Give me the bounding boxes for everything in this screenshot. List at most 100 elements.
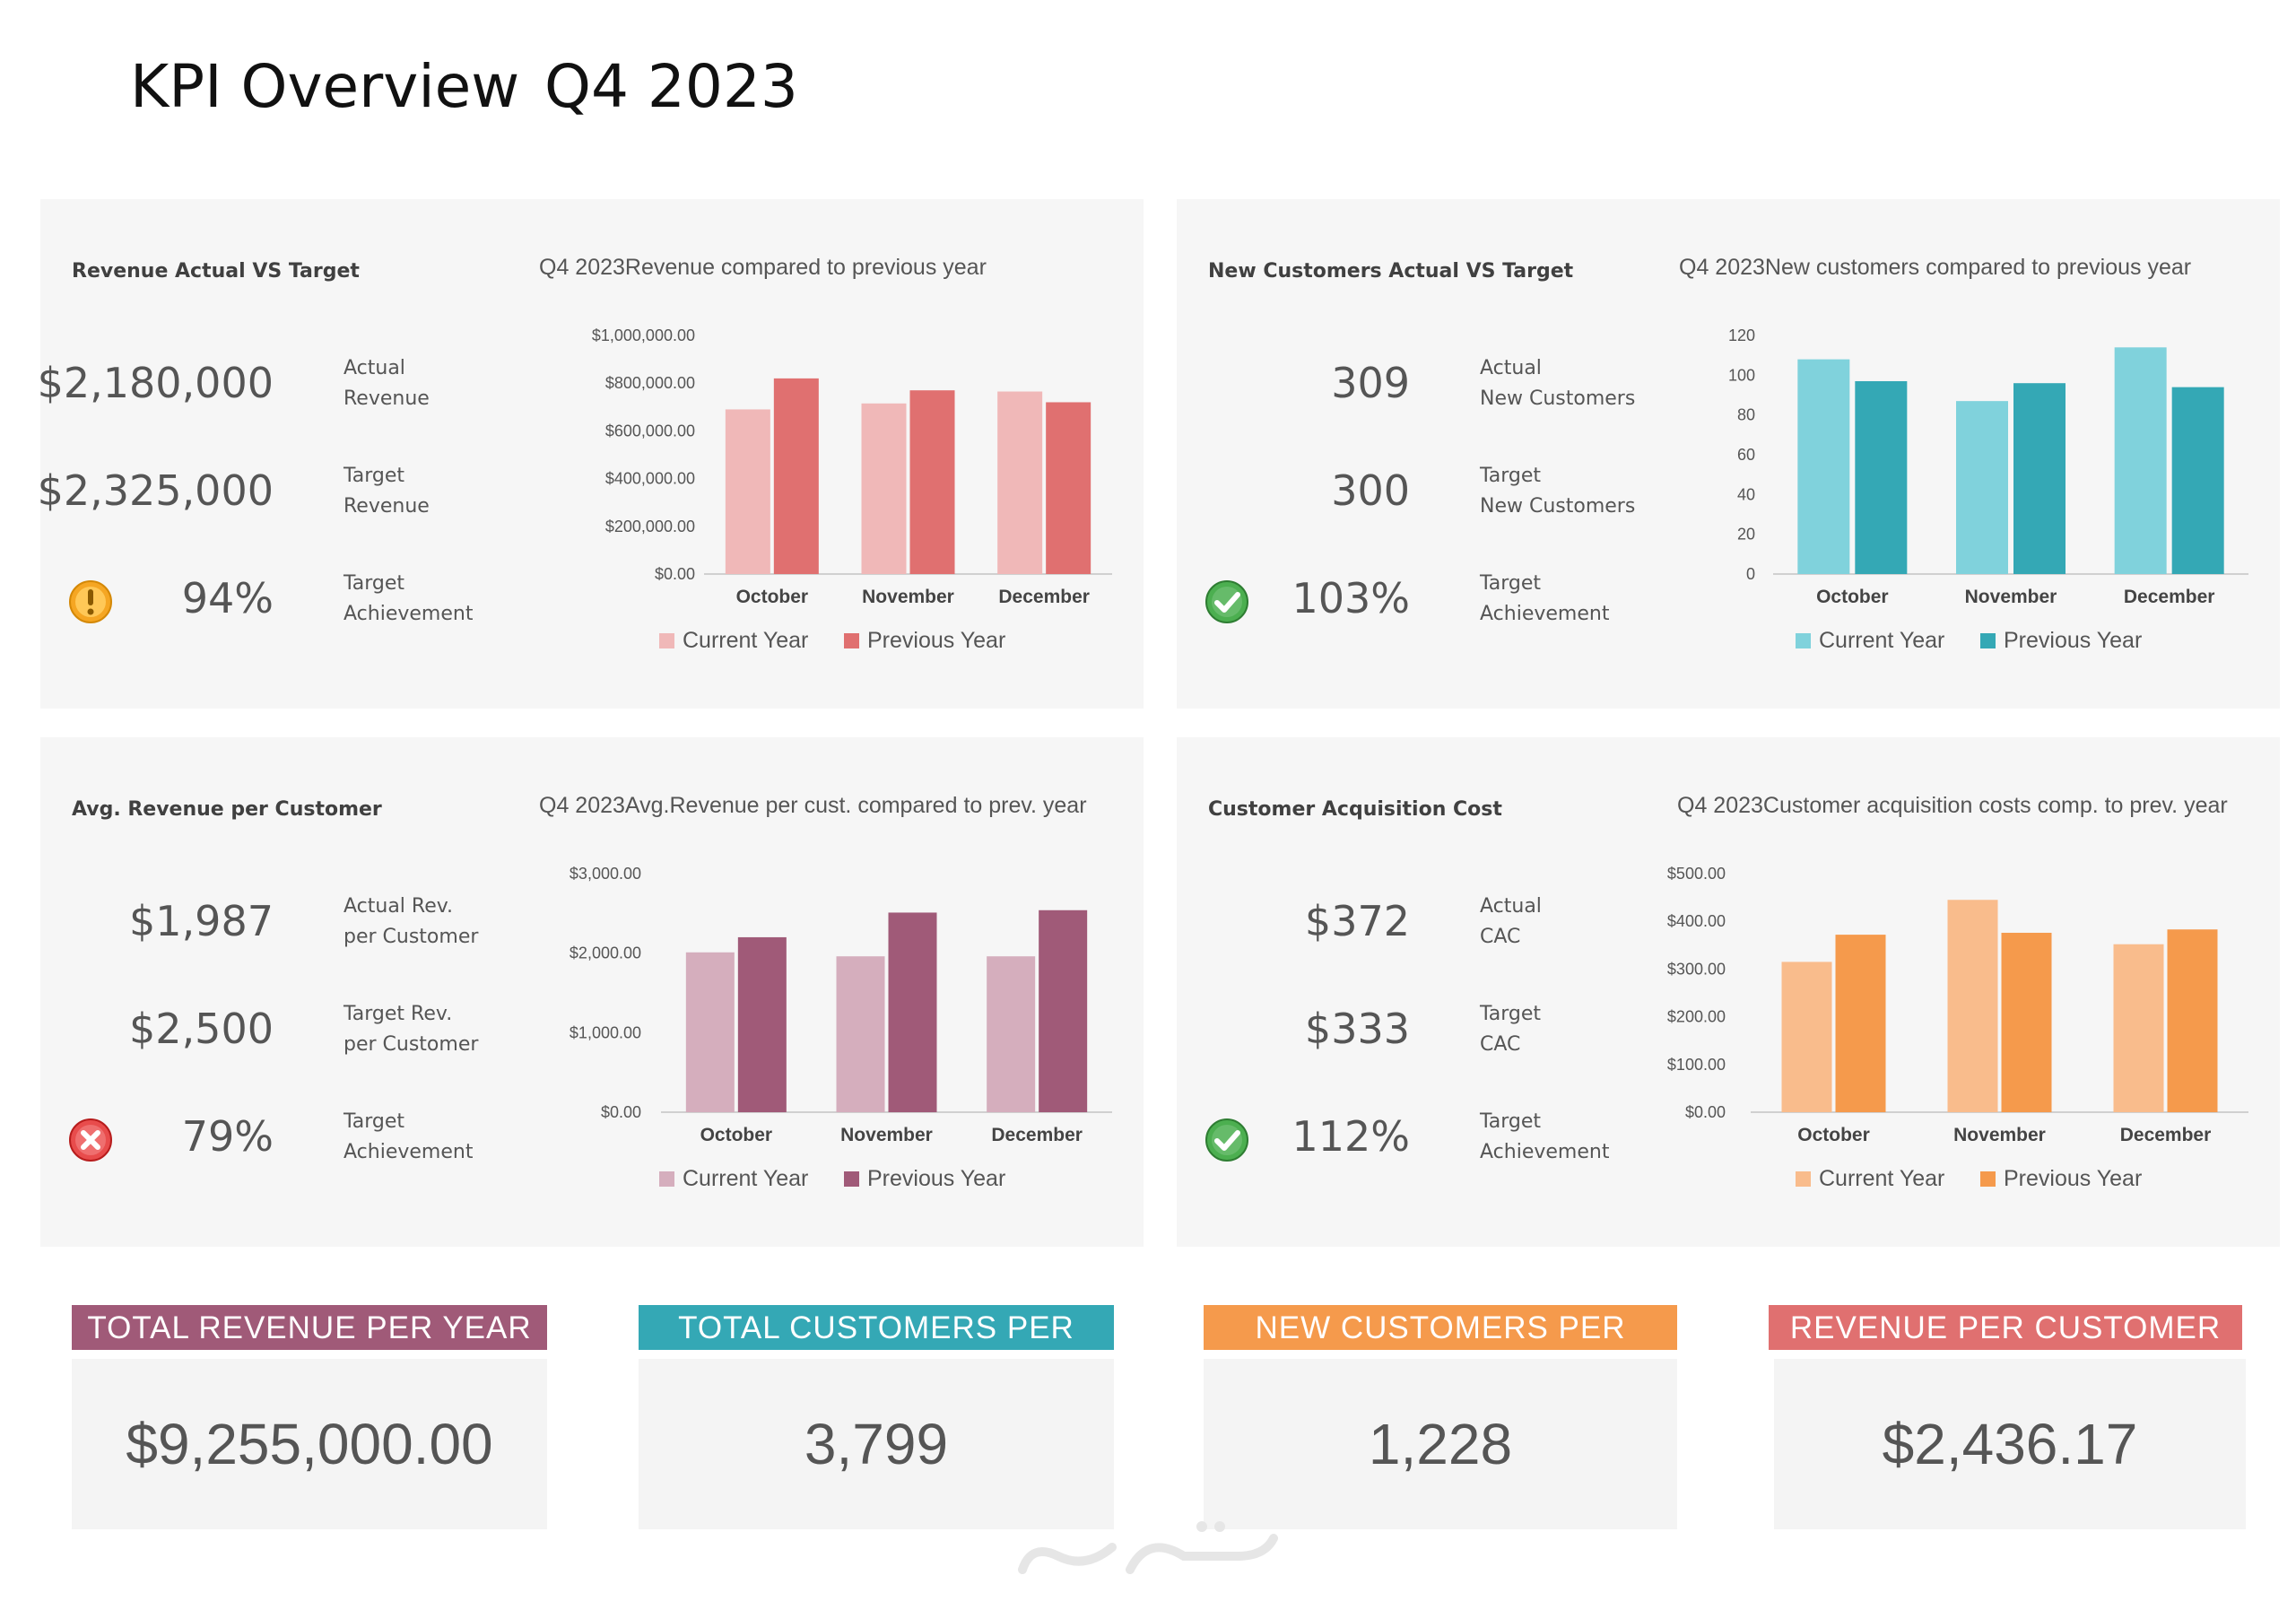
kpi-value: 300 (1331, 466, 1410, 515)
revenue-panel-title: Revenue Actual VS Target (72, 260, 360, 283)
y-tick-label: 40 (1737, 485, 1755, 503)
legend-label: Previous Year (2004, 628, 2142, 653)
bar-previous-year (1039, 909, 1088, 1112)
x-tick-label: November (862, 587, 954, 607)
kpi-value: 79% (181, 1112, 274, 1161)
y-tick-label: $1,000,000.00 (592, 326, 695, 344)
legend-swatch (659, 633, 674, 648)
kpi-label-line1: Target (344, 572, 405, 595)
check-icon (1205, 579, 1249, 624)
kpi-label-line1: Actual (344, 357, 405, 379)
total-customers-tile-header: TOTAL CUSTOMERS PER (639, 1305, 1114, 1350)
y-tick-label: 0 (1746, 565, 1755, 583)
y-tick-label: 80 (1737, 406, 1755, 424)
y-tick-label: $400.00 (1667, 912, 1726, 930)
cac-panel-title: Customer Acquisition Cost (1208, 798, 1502, 821)
chart-svg: $0.00 $100.00 $200.00 $300.00 $400.00 $500.00… (1667, 865, 2248, 1191)
bar-current-year (1781, 962, 1832, 1112)
kpi-label-line1: Target (344, 465, 405, 487)
kpi-label: Target CAC (1480, 999, 1677, 1060)
y-tick-label: $800,000.00 (605, 374, 695, 392)
kpi-label-line2: Achievement (1480, 603, 1610, 625)
x-tick-label: November (1965, 587, 2057, 607)
y-tick-label: $400,000.00 (605, 470, 695, 488)
legend-swatch (844, 633, 859, 648)
bar-previous-year (1855, 380, 1908, 574)
kpi-label-line1: Target (1480, 572, 1542, 595)
kpi-label-line2: per Customer (344, 1033, 479, 1056)
kpi-label-line1: Target (1480, 465, 1542, 487)
kpi-label-line1: Actual (1480, 357, 1542, 379)
bar-previous-year (2013, 383, 2066, 574)
bar-current-year (685, 952, 735, 1112)
kpi-label-line2: per Customer (344, 926, 479, 948)
legend-swatch (844, 1171, 859, 1187)
bar-current-year (836, 956, 885, 1112)
bar-previous-year (909, 390, 955, 574)
bar-previous-year (2001, 932, 2052, 1112)
cross-icon (68, 1118, 113, 1162)
bar-current-year (1956, 401, 2008, 574)
kpi-label-line1: Target (1480, 1003, 1542, 1025)
legend-label: Current Year (683, 1166, 808, 1191)
legend-label: Previous Year (867, 628, 1005, 653)
kpi-value: $1,987 (129, 897, 274, 945)
revenue-actual-kpi: $2,180,000 Actual Revenue (37, 352, 543, 423)
avg-revenue-chart-title: Q4 2023Avg.Revenue per cust. compared to… (539, 793, 1087, 818)
bar-current-year (987, 956, 1036, 1112)
bar-current-year (2113, 944, 2164, 1112)
kpi-label: Target Achievement (344, 569, 541, 630)
x-tick-label: December (2120, 1125, 2212, 1145)
y-tick-label: $200.00 (1667, 1008, 1726, 1026)
page-period: Q4 2023 (544, 52, 798, 121)
new-customers-actual-kpi: 309 Actual New Customers (1177, 352, 1679, 423)
legend-swatch (1980, 633, 1996, 648)
kpi-label-line2: CAC (1480, 926, 1521, 948)
kpi-label: Target New Customers (1480, 461, 1677, 522)
bar-previous-year (1046, 402, 1091, 574)
kpi-value: 103% (1292, 574, 1410, 622)
legend-swatch (1796, 633, 1811, 648)
kpi-value: 309 (1331, 359, 1410, 407)
y-tick-label: 20 (1737, 526, 1755, 544)
kpi-label: Actual Revenue (344, 353, 541, 414)
y-tick-label: $500.00 (1667, 865, 1726, 883)
legend-label: Previous Year (867, 1166, 1005, 1191)
y-tick-label: 120 (1728, 326, 1755, 344)
kpi-label-line1: Actual Rev. (344, 895, 454, 918)
legend-label: Current Year (1819, 1166, 1944, 1191)
x-tick-label: October (1816, 587, 1889, 607)
kpi-label: Actual New Customers (1480, 353, 1677, 414)
bar-previous-year (773, 378, 819, 574)
kpi-label: Target Revenue (344, 461, 541, 522)
kpi-label-line2: CAC (1480, 1033, 1521, 1056)
bar-previous-year (888, 912, 937, 1112)
bar-current-year (997, 391, 1043, 574)
chart-svg: $0.00 $1,000.00 $2,000.00 $3,000.00 October N… (570, 865, 1112, 1191)
cac-achievement-kpi: 112% Target Achievement (1177, 1105, 1679, 1177)
revenue-per-customer-tile-header: REVENUE PER CUSTOMER (1769, 1305, 2242, 1350)
kpi-label: Actual CAC (1480, 892, 1677, 953)
kpi-value: $2,325,000 (37, 466, 274, 515)
x-tick-label: October (736, 587, 809, 607)
total-customers-tile-value: 3,799 (639, 1359, 1114, 1529)
check-icon (1205, 1118, 1249, 1162)
x-tick-label: October (1797, 1125, 1870, 1145)
kpi-label-line2: Achievement (344, 1141, 474, 1163)
kpi-label-line2: New Customers (1480, 387, 1636, 410)
x-tick-label: October (700, 1125, 773, 1145)
revenue-achievement-kpi: 94% Target Achievement (40, 567, 543, 639)
kpi-label-line2: Revenue (344, 495, 430, 518)
avg-revenue-actual-kpi: $1,987 Actual Rev. per Customer (40, 890, 543, 962)
page-title: KPI Overview (130, 52, 520, 121)
legend-label: Current Year (683, 628, 808, 653)
kpi-label: Target Achievement (1480, 569, 1677, 630)
cac-chart-title: Q4 2023Customer acquisition costs comp. … (1677, 793, 2228, 818)
y-tick-label: $1,000.00 (570, 1023, 641, 1041)
y-tick-label: $600,000.00 (605, 422, 695, 439)
kpi-value: $2,180,000 (37, 359, 274, 407)
y-tick-label: $200,000.00 (605, 518, 695, 535)
new-customers-achievement-kpi: 103% Target Achievement (1177, 567, 1679, 639)
y-tick-label: $100.00 (1667, 1056, 1726, 1074)
avg-revenue-chart: $0.00 $1,000.00 $2,000.00 $3,000.00 October N… (40, 737, 1144, 1247)
